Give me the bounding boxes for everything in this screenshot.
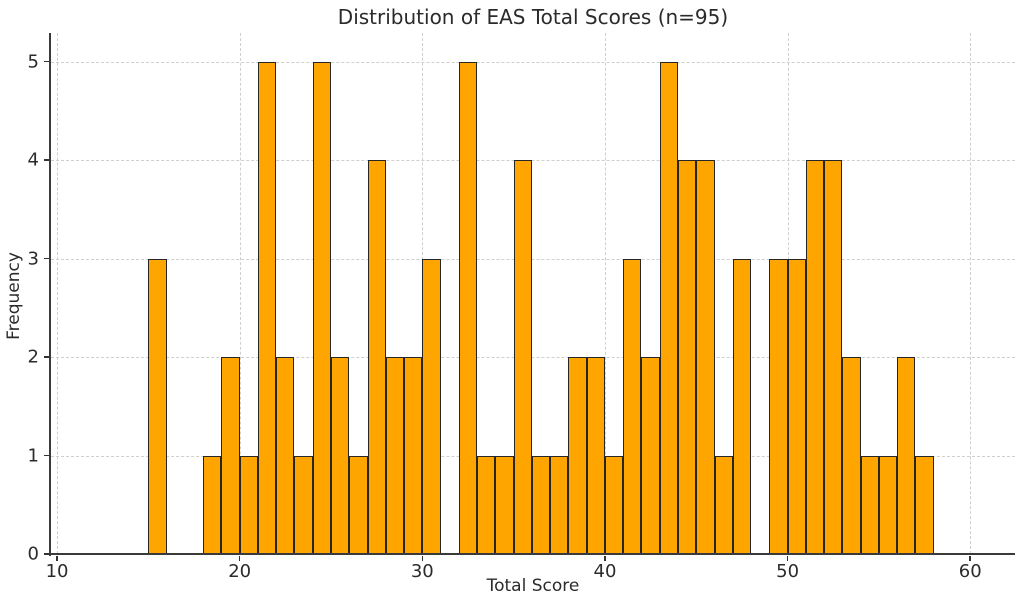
histogram-bar bbox=[257, 61, 277, 554]
x-tick-mark bbox=[604, 556, 606, 561]
histogram-bar bbox=[860, 455, 879, 554]
x-tick-label: 60 bbox=[958, 561, 982, 582]
y-tick-label: 5 bbox=[27, 51, 39, 73]
y-tick-label: 3 bbox=[27, 248, 39, 270]
y-gridline bbox=[51, 357, 1015, 359]
x-gridline bbox=[57, 33, 59, 554]
histogram-bar bbox=[568, 357, 587, 554]
y-gridline bbox=[51, 160, 1015, 162]
x-tick-mark bbox=[238, 556, 241, 561]
x-tick-label: 40 bbox=[593, 561, 617, 582]
y-tick-mark bbox=[44, 454, 49, 457]
y-tick-label: 4 bbox=[27, 149, 39, 171]
histogram-bar bbox=[586, 357, 605, 554]
histogram-bar bbox=[842, 357, 861, 554]
x-axis-label: Total Score bbox=[486, 576, 580, 596]
x-gridline bbox=[239, 33, 241, 554]
histogram-bar bbox=[531, 455, 551, 554]
histogram-bar bbox=[824, 160, 843, 554]
histogram-bar bbox=[732, 258, 752, 554]
histogram-bar bbox=[897, 357, 916, 554]
histogram-bar bbox=[678, 160, 697, 554]
histogram-bar bbox=[915, 455, 934, 554]
y-gridline bbox=[51, 61, 1015, 63]
histogram-bar bbox=[312, 61, 331, 554]
x-axis-spine bbox=[49, 553, 1015, 556]
histogram-bar bbox=[623, 258, 642, 554]
x-gridline bbox=[970, 33, 972, 554]
y-tick-mark bbox=[44, 356, 49, 358]
histogram-bar bbox=[878, 455, 898, 554]
histogram-bar bbox=[477, 455, 496, 554]
histogram-bar bbox=[221, 357, 240, 554]
histogram-bar bbox=[367, 160, 386, 554]
histogram-bar bbox=[805, 160, 825, 554]
y-axis-spine bbox=[49, 33, 51, 556]
histogram-bar bbox=[787, 258, 806, 554]
histogram-bar bbox=[385, 357, 405, 554]
y-tick-mark bbox=[44, 159, 49, 161]
histogram-bar bbox=[148, 258, 167, 554]
histogram-bar bbox=[422, 258, 441, 554]
histogram-bar bbox=[495, 455, 514, 554]
histogram-bar bbox=[641, 357, 660, 554]
x-tick-label: 10 bbox=[45, 561, 69, 582]
y-tick-mark bbox=[44, 553, 49, 555]
histogram-bar bbox=[276, 357, 295, 554]
y-axis-label: Frequency bbox=[4, 252, 24, 340]
histogram-bar bbox=[696, 160, 715, 554]
x-tick-mark bbox=[786, 556, 789, 561]
histogram-bar bbox=[330, 357, 350, 554]
histogram-bar bbox=[513, 160, 532, 554]
histogram-bar bbox=[769, 258, 788, 554]
histogram-bar bbox=[239, 455, 258, 554]
histogram-bar bbox=[714, 455, 733, 554]
y-tick-label: 1 bbox=[27, 445, 39, 466]
chart-title: Distribution of EAS Total Scores (n=95) bbox=[337, 5, 729, 29]
y-gridline bbox=[51, 258, 1015, 260]
x-tick-label: 50 bbox=[776, 561, 800, 582]
x-tick-label: 20 bbox=[228, 561, 252, 582]
y-tick-mark bbox=[44, 60, 49, 63]
plot-area: 10 20 30 40 50 60 0 1 2 3 4 5 bbox=[28, 33, 1015, 582]
histogram-bar bbox=[604, 455, 624, 554]
x-tick-mark bbox=[969, 556, 972, 561]
y-tick-label: 0 bbox=[27, 543, 39, 565]
x-tick-mark bbox=[421, 556, 424, 561]
histogram-bar bbox=[294, 455, 313, 554]
histogram-bar bbox=[550, 455, 569, 554]
histogram-bar bbox=[203, 455, 222, 554]
histogram-bar bbox=[659, 61, 678, 554]
histogram-bar bbox=[458, 61, 478, 554]
histogram-bar bbox=[404, 357, 423, 554]
x-tick-mark bbox=[56, 556, 58, 561]
x-tick-label: 30 bbox=[410, 561, 434, 582]
x-gridline bbox=[604, 33, 606, 554]
histogram-bar bbox=[349, 455, 368, 554]
y-tick-mark bbox=[44, 257, 49, 260]
y-tick-label: 2 bbox=[27, 346, 39, 368]
